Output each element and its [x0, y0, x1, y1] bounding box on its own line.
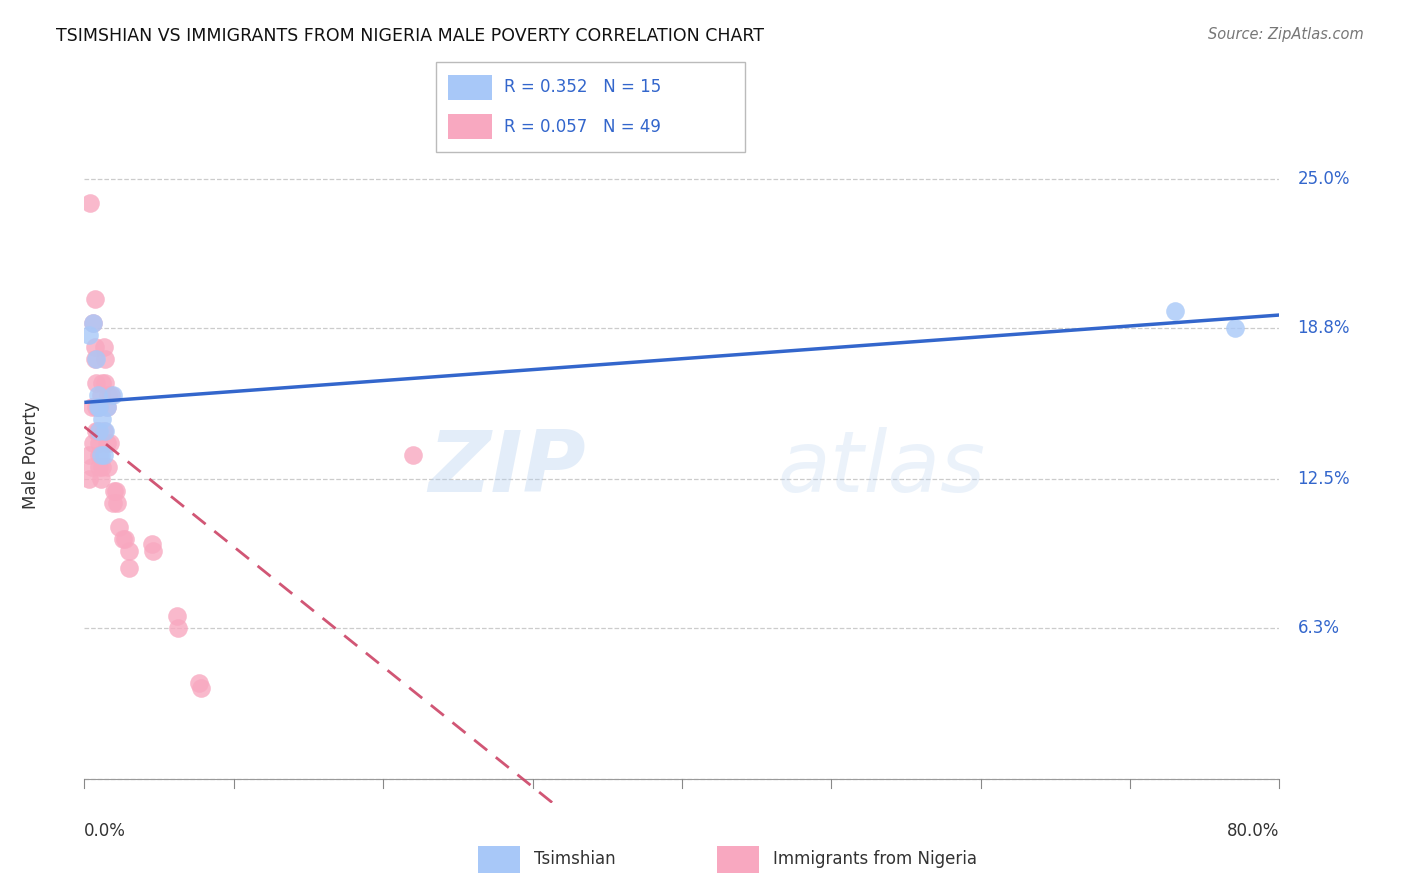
Point	[90, 448, 112, 462]
Text: 0.0%: 0.0%	[84, 822, 127, 840]
Bar	[449, 114, 492, 139]
Point	[114, 532, 136, 546]
Point	[91, 459, 114, 474]
Point	[89, 400, 111, 414]
Bar	[717, 847, 759, 873]
Point	[94, 424, 117, 438]
Point	[103, 483, 125, 498]
Text: R = 0.352   N = 15: R = 0.352 N = 15	[503, 78, 661, 96]
Point	[86, 400, 108, 414]
Point	[98, 436, 121, 450]
Point	[101, 388, 124, 402]
Point	[77, 328, 100, 343]
Text: atlas: atlas	[778, 427, 986, 510]
Point	[77, 472, 100, 486]
Point	[93, 424, 115, 438]
Point	[118, 560, 141, 574]
Point	[80, 400, 103, 414]
Point	[82, 316, 104, 330]
Point	[96, 400, 118, 414]
Point	[96, 436, 118, 450]
Point	[83, 292, 105, 306]
Point	[141, 537, 163, 551]
Point	[118, 544, 141, 558]
Point	[97, 459, 120, 474]
Point	[80, 459, 103, 474]
Point	[105, 496, 128, 510]
Text: Tsimshian: Tsimshian	[534, 849, 616, 868]
Point	[94, 351, 117, 366]
Point	[107, 520, 129, 534]
FancyBboxPatch shape	[436, 62, 745, 152]
Point	[190, 681, 212, 695]
Point	[167, 621, 190, 635]
Point	[87, 400, 110, 414]
Point	[402, 448, 425, 462]
Point	[86, 376, 108, 390]
Point	[166, 608, 188, 623]
Point	[89, 459, 111, 474]
Point	[79, 196, 101, 211]
Text: Male Poverty: Male Poverty	[21, 401, 39, 508]
Text: Immigrants from Nigeria: Immigrants from Nigeria	[773, 849, 977, 868]
Point	[87, 388, 110, 402]
Point	[89, 424, 111, 438]
Point	[104, 483, 127, 498]
Point	[83, 351, 105, 366]
Text: 80.0%: 80.0%	[1227, 822, 1279, 840]
Point	[86, 424, 108, 438]
Point	[93, 340, 115, 354]
Point	[1223, 320, 1246, 334]
Text: ZIP: ZIP	[429, 427, 586, 510]
Point	[91, 376, 114, 390]
Point	[87, 400, 110, 414]
Text: 18.8%: 18.8%	[1298, 318, 1350, 337]
Point	[93, 448, 115, 462]
Text: 12.5%: 12.5%	[1298, 470, 1350, 488]
Text: 6.3%: 6.3%	[1298, 619, 1340, 637]
Text: Source: ZipAtlas.com: Source: ZipAtlas.com	[1208, 27, 1364, 42]
Point	[87, 424, 110, 438]
Point	[91, 412, 114, 426]
Text: TSIMSHIAN VS IMMIGRANTS FROM NIGERIA MALE POVERTY CORRELATION CHART: TSIMSHIAN VS IMMIGRANTS FROM NIGERIA MAL…	[56, 27, 765, 45]
Point	[97, 388, 120, 402]
Point	[90, 472, 112, 486]
Point	[101, 496, 124, 510]
Point	[86, 351, 108, 366]
Point	[94, 376, 117, 390]
Bar	[478, 847, 520, 873]
Bar	[449, 75, 492, 100]
Point	[90, 388, 112, 402]
Point	[100, 388, 122, 402]
Point	[83, 340, 105, 354]
Point	[1164, 304, 1187, 318]
Text: 25.0%: 25.0%	[1298, 170, 1350, 188]
Point	[82, 436, 104, 450]
Point	[77, 448, 100, 462]
Point	[188, 676, 211, 690]
Text: R = 0.057   N = 49: R = 0.057 N = 49	[503, 118, 661, 136]
Point	[112, 532, 135, 546]
Point	[142, 544, 165, 558]
Point	[89, 448, 111, 462]
Point	[89, 436, 111, 450]
Point	[89, 400, 111, 414]
Point	[82, 316, 104, 330]
Point	[96, 400, 118, 414]
